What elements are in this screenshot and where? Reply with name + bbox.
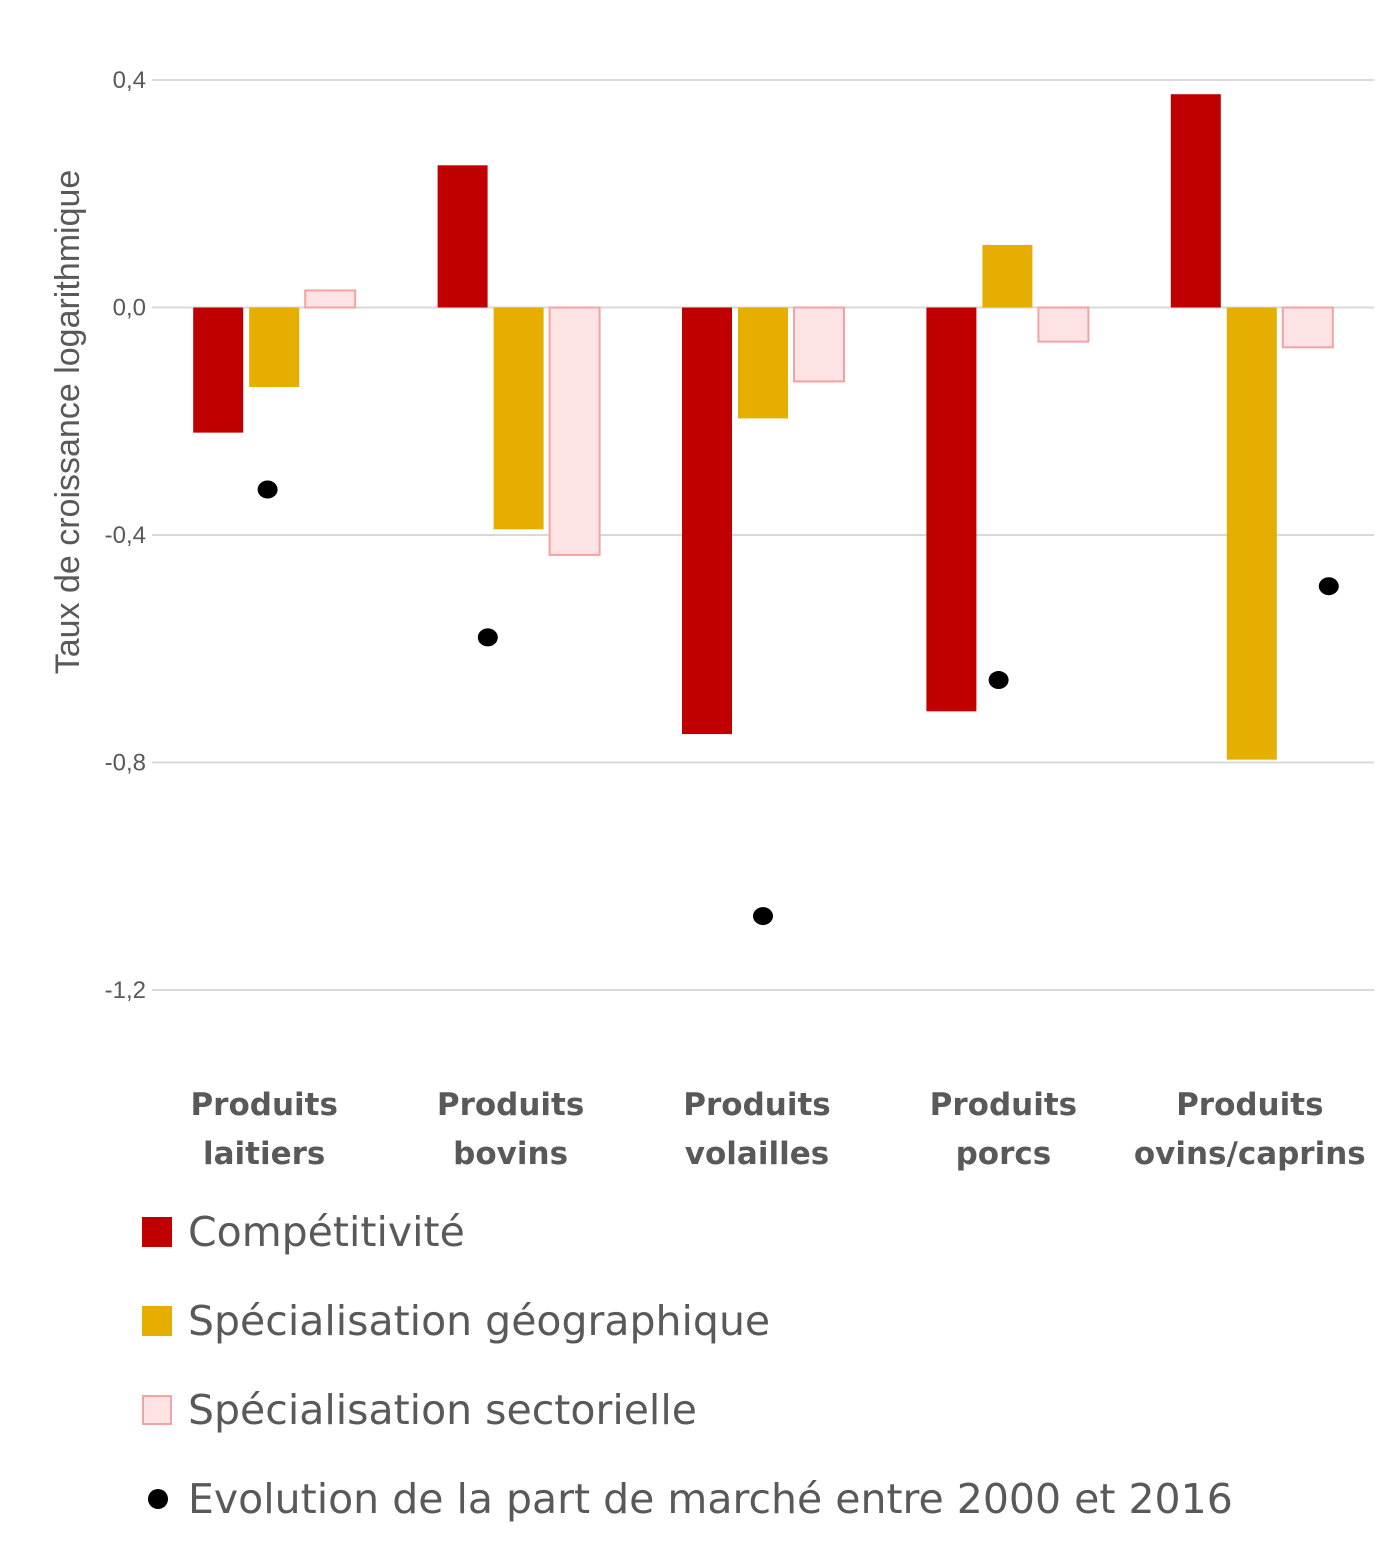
legend-label-specialisation-geographique: Spécialisation géographique — [188, 1297, 771, 1345]
chart: 0,40,0-0,4-0,8-1,2 Produits laitiersProdu… — [49, 67, 1374, 1172]
legend-label-evolution-part-de-marche: Evolution de la part de marché entre 200… — [188, 1475, 1233, 1523]
bar-specialisation-geographique-3 — [738, 307, 788, 419]
y-tick-label: -1,2 — [105, 977, 146, 1004]
bar-competitivite-1 — [193, 307, 244, 433]
category-labels: Produits laitiers Produits bovins Produits vo… — [190, 1087, 1365, 1172]
category-label: Produits ovins/caprins — [1134, 1087, 1366, 1172]
bar-specialisation-sectorielle-4 — [1037, 306, 1090, 343]
y-tick-label: -0,8 — [105, 750, 146, 777]
bar-specialisation-sectorielle-5 — [1281, 306, 1334, 349]
legend: Compétitivité Spécialisation géographiqu… — [142, 1208, 1233, 1566]
bar-competitivite-2 — [437, 165, 488, 308]
legend-item-specialisation-geographique: Spécialisation géographique — [142, 1297, 1233, 1345]
market-share-point-3 — [753, 907, 773, 926]
category-label: Produits bovins — [437, 1087, 584, 1172]
bar-specialisation-sectorielle-1 — [304, 289, 357, 309]
y-axis-label: Taux de croissance logarithmique — [49, 170, 87, 675]
legend-swatch-competitivite — [142, 1217, 172, 1247]
legend-item-specialisation-sectorielle: Spécialisation sectorielle — [142, 1386, 1233, 1434]
bar-specialisation-geographique-1 — [249, 307, 300, 388]
legend-item-competitivite: Compétitivité — [142, 1208, 1233, 1256]
bar-specialisation-sectorielle-3 — [793, 306, 845, 383]
category-label: Produits porcs — [930, 1087, 1077, 1172]
market-share-points — [257, 480, 1339, 926]
y-tick-labels: 0,4 0,0 -0,4 -0,8 -1,2 — [105, 67, 146, 1004]
bar-competitivite-5 — [1170, 94, 1221, 308]
bar-specialisation-geographique-2 — [493, 307, 544, 530]
market-share-point-5 — [1318, 577, 1339, 596]
category-label: Produits volailles — [683, 1087, 830, 1172]
legend-marker-evolution-part-de-marche — [148, 1489, 168, 1509]
legend-label-competitivite: Compétitivité — [188, 1208, 465, 1256]
y-tick-label: 0,4 — [113, 67, 146, 94]
bar-competitivite-3 — [682, 307, 732, 735]
category-label: Produits laitiers — [190, 1087, 337, 1172]
bar-specialisation-geographique-5 — [1226, 307, 1277, 760]
y-tick-label: 0,0 — [113, 295, 146, 322]
bar-competitivite-4 — [926, 307, 977, 712]
bars — [193, 94, 1334, 760]
legend-item-evolution-part-de-marche: Evolution de la part de marché entre 200… — [142, 1475, 1233, 1523]
market-share-point-4 — [988, 671, 1009, 690]
bar-specialisation-geographique-4 — [982, 244, 1033, 308]
legend-label-specialisation-sectorielle: Spécialisation sectorielle — [188, 1386, 697, 1434]
y-tick-label: -0,4 — [105, 522, 146, 549]
market-share-point-1 — [257, 480, 278, 499]
legend-swatch-specialisation-sectorielle — [142, 1395, 172, 1425]
legend-swatch-specialisation-geographique — [142, 1306, 172, 1336]
bar-specialisation-sectorielle-2 — [548, 306, 601, 556]
market-share-point-2 — [477, 628, 498, 647]
